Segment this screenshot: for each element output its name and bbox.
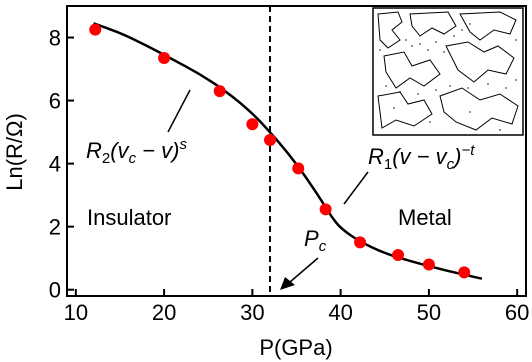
formula-insulator-pointer [167, 89, 191, 133]
data-point-7 [354, 236, 367, 249]
y-tick-label-0: 0 [49, 278, 61, 303]
data-points [89, 23, 471, 279]
x-tick-label-50: 50 [417, 300, 441, 325]
data-point-8 [392, 249, 405, 262]
data-point-2 [213, 85, 226, 98]
x-tick-label-20: 20 [152, 300, 176, 325]
plot-frame [66, 5, 527, 297]
x-axis-title: P(GPa) [259, 335, 332, 360]
critical-pressure-label: Pc [304, 226, 327, 255]
data-point-5 [292, 162, 305, 175]
y-tick-label-6: 6 [49, 89, 61, 114]
data-point-0 [89, 23, 102, 36]
formula-metal: R1(v − vc)−t [368, 142, 475, 173]
critical-pressure-arrow [280, 257, 319, 290]
y-axis-title: Ln(R/Ω) [2, 113, 27, 191]
data-point-6 [319, 203, 332, 216]
x-tick-label-60: 60 [505, 300, 529, 325]
x-tick-label-30: 30 [240, 300, 264, 325]
data-point-1 [158, 52, 171, 65]
insulator-label: Insulator [87, 205, 171, 230]
y-tick-label-4: 4 [49, 152, 61, 177]
formula-insulator: R2(vc − v)s [86, 136, 187, 167]
x-tick-label-40: 40 [328, 300, 352, 325]
x-tick-label-10: 10 [64, 300, 88, 325]
data-point-4 [264, 133, 277, 146]
data-point-3 [246, 118, 259, 131]
data-point-10 [458, 266, 471, 279]
metal-label: Metal [398, 205, 452, 230]
formula-metal-pointer [343, 171, 369, 205]
y-tick-label-2: 2 [49, 215, 61, 240]
axis-ticks: 10 20 30 40 50 60 0 2 4 6 8 [49, 26, 530, 325]
percolation-inset-image [372, 7, 524, 136]
data-point-9 [422, 258, 435, 271]
fit-curve [93, 22, 483, 280]
y-tick-label-8: 8 [49, 26, 61, 51]
